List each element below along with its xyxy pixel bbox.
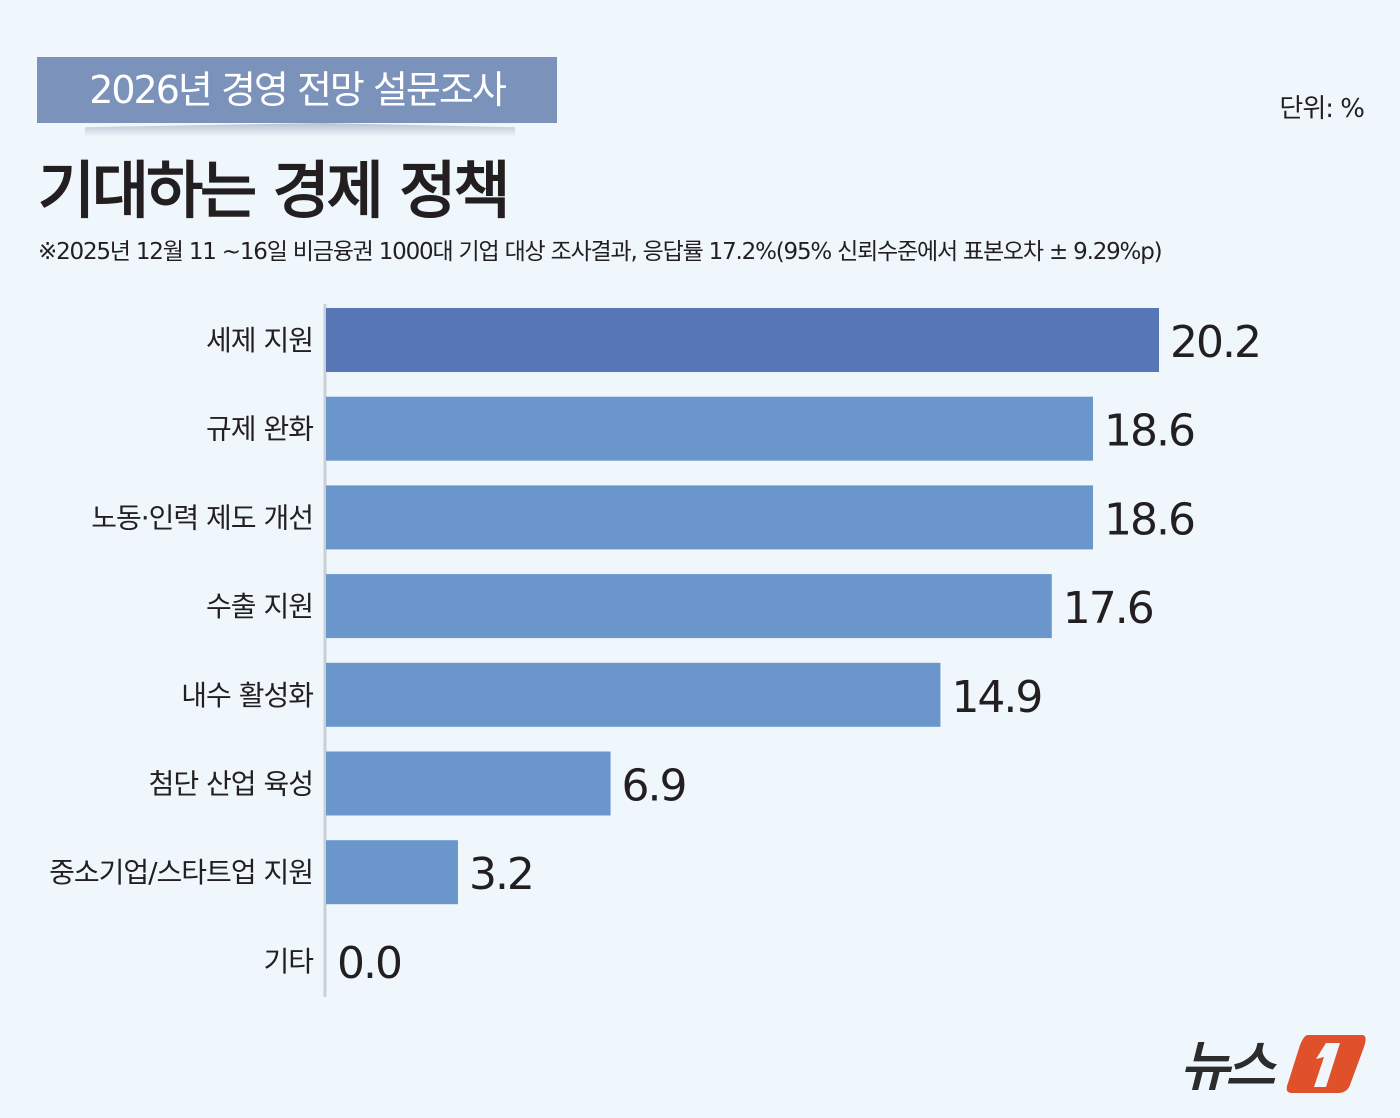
value-label: 20.2	[1170, 317, 1260, 368]
value-label: 14.9	[951, 672, 1041, 723]
bar	[326, 574, 1052, 639]
bar	[326, 485, 1094, 550]
survey-tag: 2026년 경영 전망 설문조사	[37, 57, 557, 123]
bar	[326, 662, 941, 727]
category-label: 기타	[263, 945, 313, 978]
value-label: 0.0	[337, 938, 401, 989]
tag-shadow	[85, 123, 515, 137]
value-label: 3.2	[469, 849, 533, 900]
chart-title: 기대하는 경제 정책	[38, 154, 510, 227]
value-label: 17.6	[1063, 583, 1153, 634]
bar	[326, 840, 458, 905]
category-label: 세제 지원	[206, 324, 313, 357]
bar	[326, 751, 611, 816]
bar	[326, 396, 1094, 461]
category-label: 수출 지원	[206, 590, 313, 623]
category-label: 중소기업/스타트업 지원	[49, 856, 313, 889]
category-label: 노동·인력 제도 개선	[91, 501, 313, 534]
category-label: 규제 완화	[206, 413, 313, 446]
bar	[326, 308, 1159, 372]
value-label: 6.9	[622, 761, 686, 812]
svg-text:뉴스: 뉴스	[1180, 1035, 1278, 1095]
value-label: 18.6	[1104, 406, 1194, 457]
survey-note: ※2025년 12월 11 ~16일 비금융권 1000대 기업 대상 조사결과…	[38, 239, 1163, 265]
bar-chart: 세제 지원 20.2 규제 완화 18.6 노동·인력 제도 개선 18.6 수출 지원 17…	[49, 304, 1262, 997]
unit-label: 단위: %	[1279, 94, 1365, 124]
value-label: 18.6	[1104, 494, 1194, 545]
category-label: 첨단 산업 육성	[149, 768, 313, 801]
news1-logo: 뉴스	[1180, 1035, 1366, 1095]
category-label: 내수 활성화	[181, 679, 313, 712]
